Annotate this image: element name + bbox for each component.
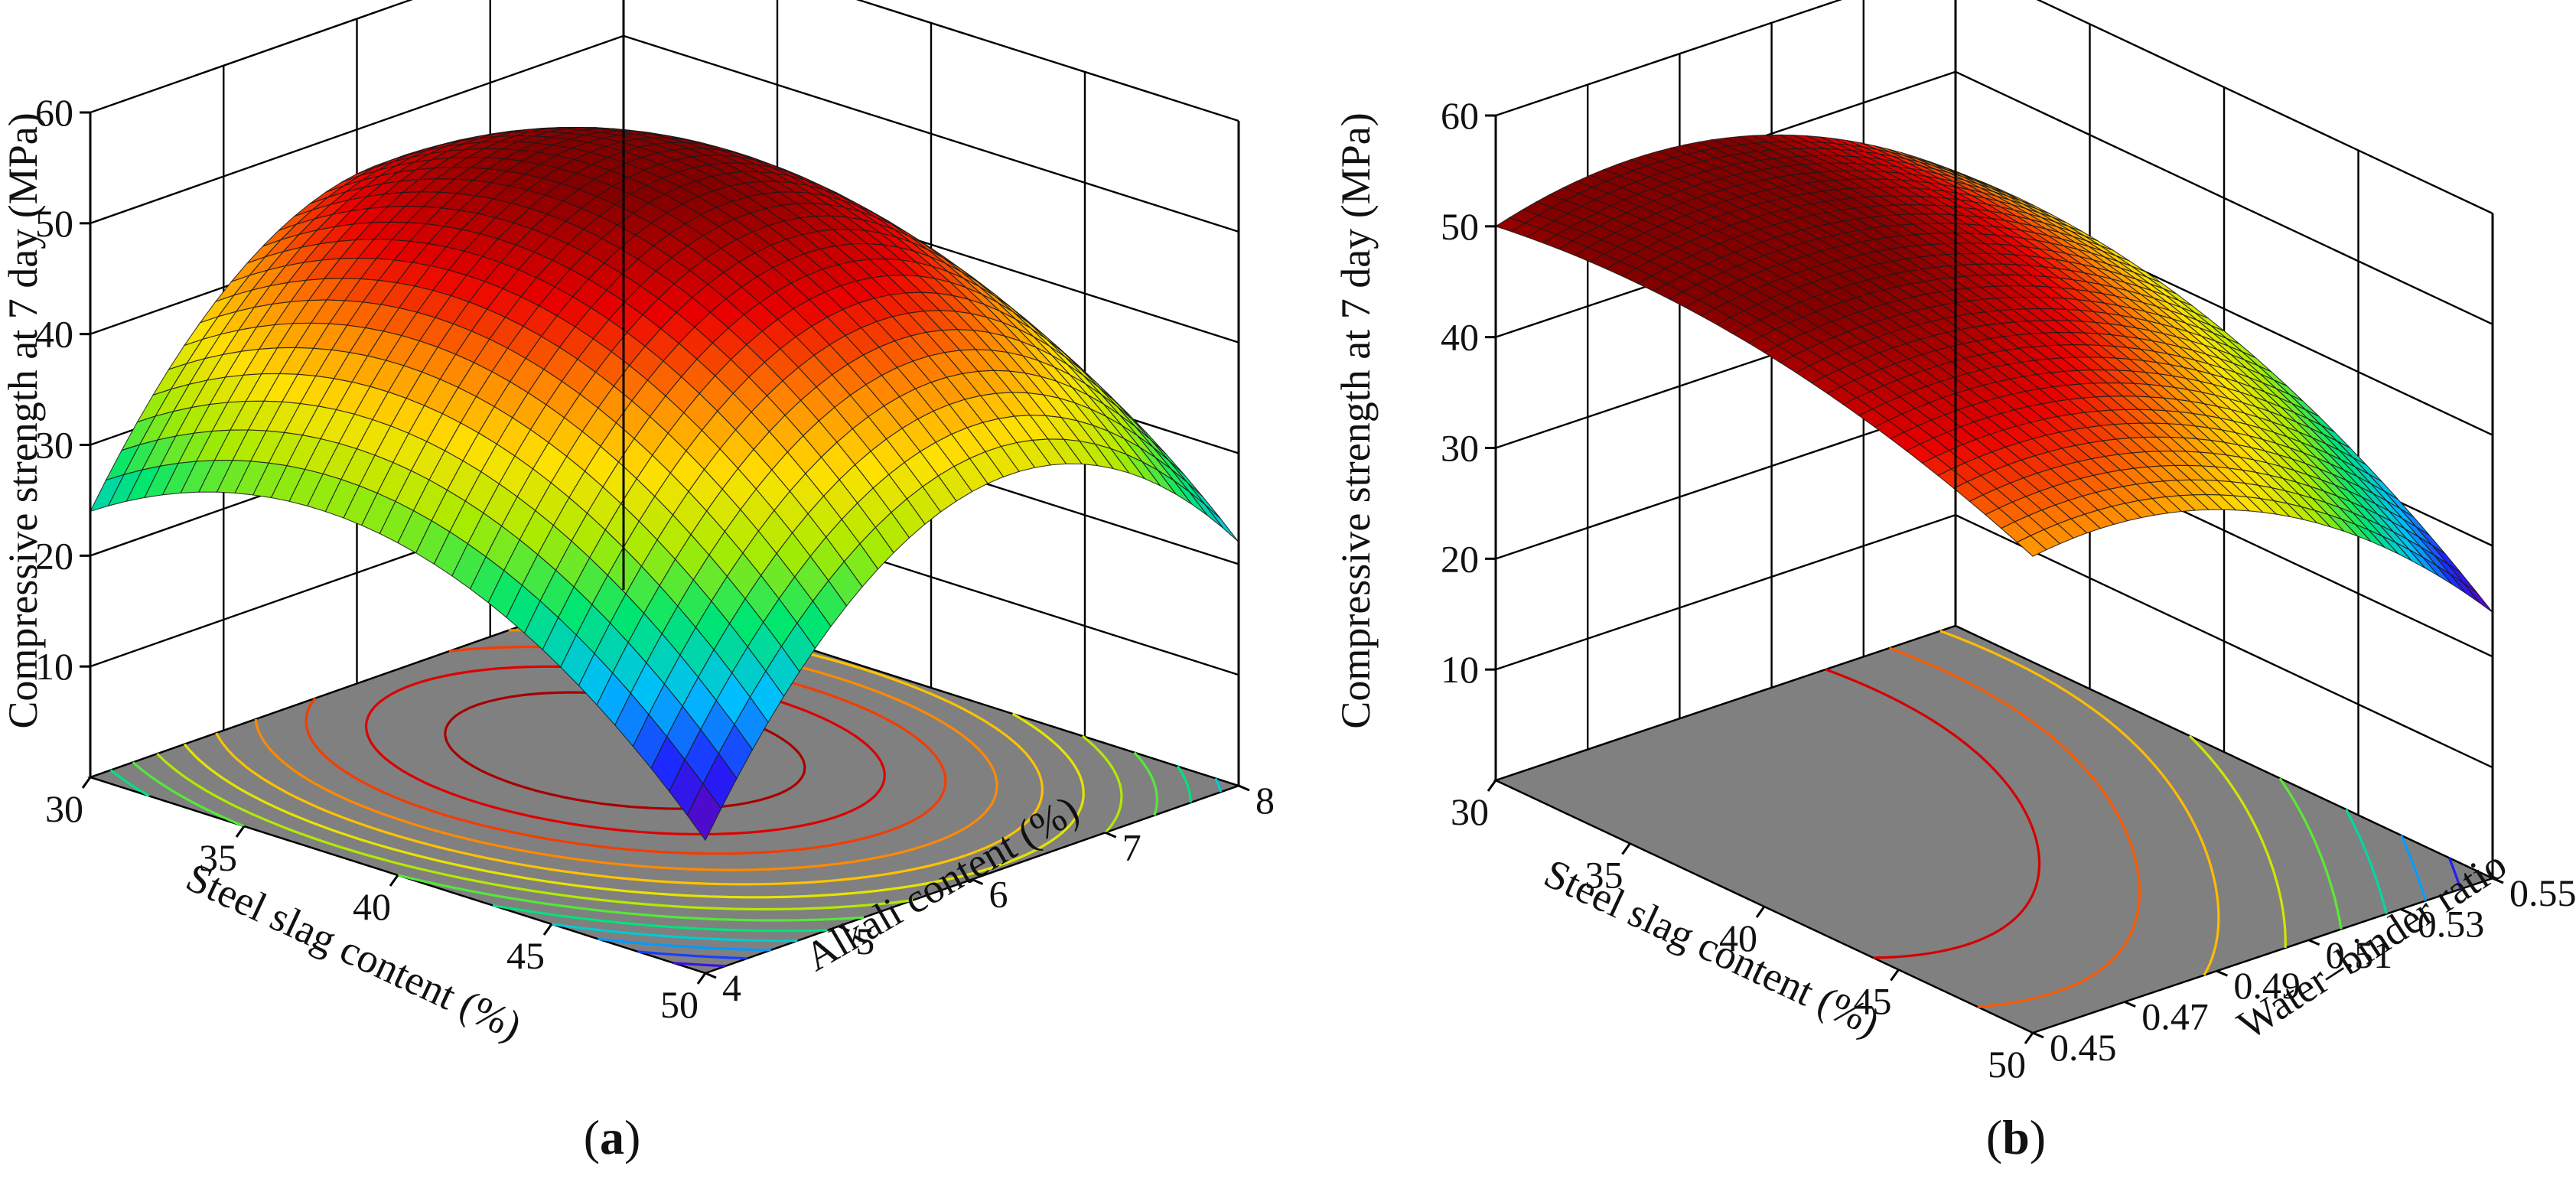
panel-a-z-tick-label: 10 <box>35 645 73 688</box>
panel-a-z-tick-label: 50 <box>35 202 73 245</box>
panel-a-contour-line <box>304 646 947 855</box>
panel-a-surface-cell <box>686 783 722 842</box>
panel-b-z-tick-label: 40 <box>1441 316 1479 359</box>
panel-a-z-tick-label: 40 <box>35 313 73 356</box>
panel-b-contour-line <box>1889 646 2141 1008</box>
panel-a-panel-label: (a) <box>584 1110 641 1164</box>
panel-a-z-ticks: 10 20 30 40 50 60 <box>35 91 90 688</box>
panel-a-x-tick-mark <box>389 874 399 887</box>
panel-a-x-tick-mark <box>542 923 553 936</box>
panel-a-contour-line <box>672 962 726 968</box>
panel-b-x-tick-label: 40 <box>1719 917 1757 959</box>
panel-b-y-tick-mark <box>2032 1031 2044 1039</box>
panel-a-z-axis-title: Compressive strength at 7 day (MPa) <box>0 112 46 728</box>
panel-b-y-tick-label: 0.55 <box>2509 871 2576 914</box>
panel-a-y-tick-label: 6 <box>989 873 1008 916</box>
panel-a-y-tick-mark <box>838 925 850 933</box>
panel-a-z-gridline <box>90 0 1239 122</box>
panel-b-z-tick-label: 60 <box>1441 94 1479 137</box>
panel-a-y-tick-mark <box>1238 784 1250 792</box>
panel-b-x-tick-mark <box>1755 906 1766 918</box>
panel-b-y-tick-mark <box>2308 939 2320 946</box>
panel-b-contours <box>1825 630 2462 1008</box>
panel-b-surface <box>1494 134 2493 613</box>
panel-b-y-tick-label: 0.45 <box>2050 1026 2117 1069</box>
panel-a-contour-line <box>551 777 1223 943</box>
panel-b-contour-line <box>2400 835 2428 901</box>
panel-b-panel-label: (b) <box>1986 1110 2046 1164</box>
panel-b-x-tick-label: 50 <box>1988 1043 2026 1086</box>
panel-b-contour-line <box>2447 857 2462 890</box>
panel-b-x-tick-label: 35 <box>1585 854 1623 897</box>
panel-b-contour-line <box>1939 630 2220 976</box>
panel-b-y-tick-mark <box>2400 908 2412 915</box>
panel-b-y-ticks: 0.45 0.47 0.49 0.51 0.53 0.55 <box>2032 871 2576 1069</box>
panel-a-x-tick-label: 45 <box>506 934 545 977</box>
panel-a-x-tick-label: 40 <box>353 885 391 928</box>
panel-b-z-axis-title: Compressive strength at 7 day (MPa) <box>1333 112 1379 728</box>
panel-b-contour-line <box>2278 777 2343 930</box>
panel-b-y-tick-label: 0.53 <box>2418 902 2485 945</box>
panel-b-z-tick-label: 20 <box>1441 537 1479 580</box>
panel-a-y-ticks: 4 5 6 7 8 <box>705 779 1275 1009</box>
panel-b-z-ticks: 10 20 30 40 50 60 <box>1441 94 1496 691</box>
panel-a-contour-line <box>215 615 1044 886</box>
panel-a-y-tick-label: 8 <box>1255 779 1275 822</box>
panel-a-y-tick-mark <box>1105 831 1117 838</box>
panel-a-contours <box>109 594 1223 968</box>
panel-b-x-tick-label: 30 <box>1451 790 1489 833</box>
panel-b-y-tick-mark <box>2492 877 2504 884</box>
panel-a-x-tick-mark <box>81 777 92 789</box>
panel-b-contour-line <box>2188 734 2287 948</box>
panel-a-x-tick-mark <box>696 972 707 985</box>
panel-b-x-tick-mark <box>1890 969 1900 982</box>
panel-b-x-ticks: 30 35 40 45 50 <box>1451 780 2034 1086</box>
panel-b-x-tick-mark <box>1487 780 1497 792</box>
panel-a-x-tick-label: 35 <box>199 836 237 879</box>
panel-a-x-tick-label: 30 <box>45 787 83 830</box>
panel-b-y-tick-label: 0.47 <box>2141 995 2209 1038</box>
panel-a-contour-line <box>132 751 1158 922</box>
panel-a-surface <box>89 126 1239 842</box>
panel-a-z-tick-label: 20 <box>35 534 73 577</box>
panel-b-y-tick-label: 0.51 <box>2326 933 2393 976</box>
panel-a-z-tick-label: 60 <box>35 91 73 134</box>
panel-b-z-tick-label: 10 <box>1441 648 1479 691</box>
panel-a-contour-line <box>109 765 1192 933</box>
panel-b-contour-line <box>1825 668 2041 959</box>
panel-b-surface-cell <box>2016 535 2047 557</box>
panel-a-x-ticks: 30 35 40 45 50 <box>45 777 707 1026</box>
panel-b-contour-line <box>2345 809 2388 914</box>
panel-b-y-tick-mark <box>2216 969 2228 977</box>
panel-a-contour-line <box>637 950 747 960</box>
panel-b-z-gridline <box>1495 0 2493 215</box>
panel-a-y-tick-label: 7 <box>1122 825 1141 868</box>
panel-a-y-tick-mark <box>705 972 717 979</box>
panel-a-y-tick-label: 4 <box>722 966 741 1009</box>
panel-b-z-tick-label: 30 <box>1441 427 1479 470</box>
panel-a-x-tick-mark <box>235 825 246 838</box>
panel-a-y-tick-label: 5 <box>855 920 874 962</box>
panel-a-y-tick-mark <box>971 878 984 885</box>
panel-b-x-tick-mark <box>2024 1032 2034 1044</box>
panel-b-y-tick-mark <box>2124 1001 2136 1008</box>
panel-b-y-tick-label: 0.49 <box>2233 964 2301 1007</box>
panel-a-z-tick-label: 30 <box>35 424 73 467</box>
panel-b-z-tick-label: 50 <box>1441 205 1479 248</box>
panel-a-contour-line <box>598 937 771 952</box>
panel-b-x-tick-mark <box>1621 842 1631 855</box>
panel-a-x-tick-label: 50 <box>660 983 699 1026</box>
panel-a-contour-line <box>156 594 1123 911</box>
panel-b-x-tick-label: 45 <box>1854 980 1892 1023</box>
